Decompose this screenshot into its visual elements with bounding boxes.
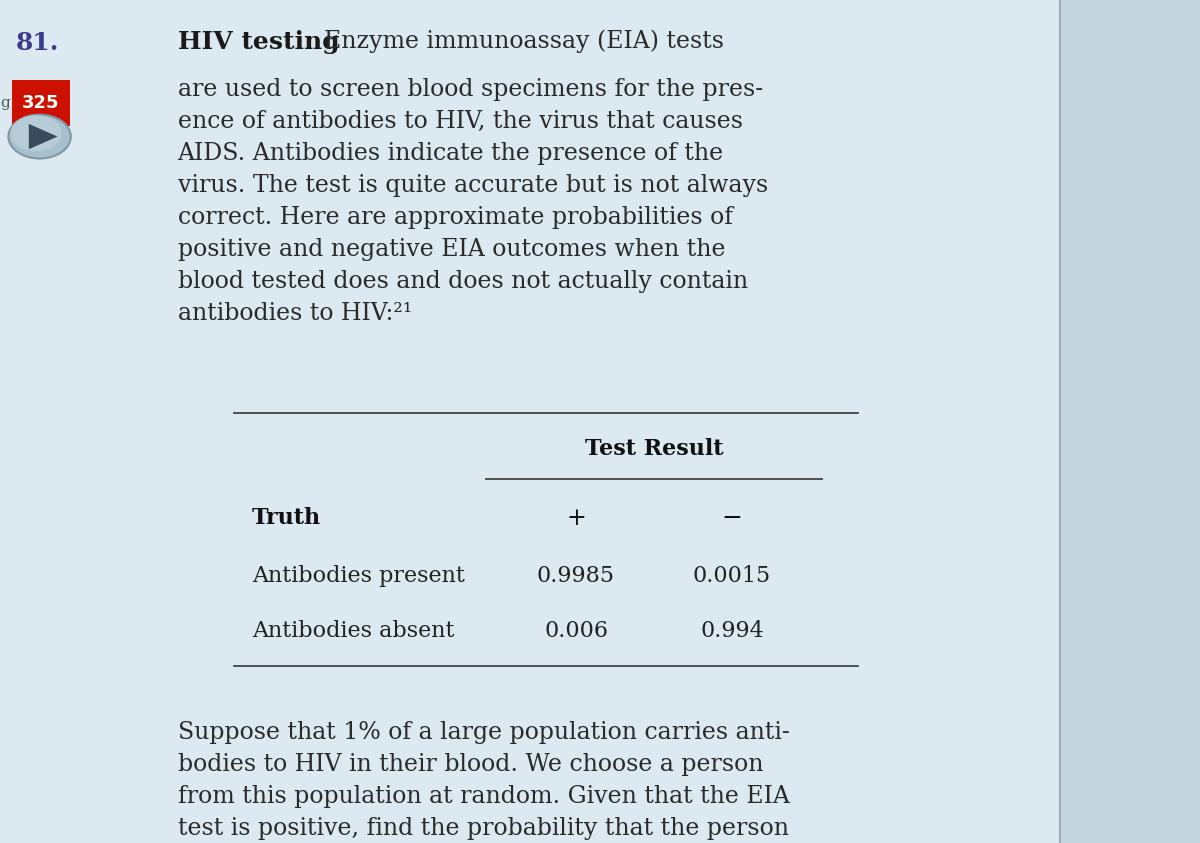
FancyBboxPatch shape xyxy=(12,80,70,126)
Text: are used to screen blood specimens for the pres-
ence of antibodies to HIV, the : are used to screen blood specimens for t… xyxy=(178,78,768,325)
Text: 0.0015: 0.0015 xyxy=(692,565,772,587)
Text: Enzyme immunoassay (EIA) tests: Enzyme immunoassay (EIA) tests xyxy=(324,30,724,53)
Text: Antibodies absent: Antibodies absent xyxy=(252,620,455,642)
Text: Antibodies present: Antibodies present xyxy=(252,565,464,587)
Text: +: + xyxy=(566,507,586,530)
Circle shape xyxy=(8,115,71,158)
Polygon shape xyxy=(29,124,58,149)
Text: −: − xyxy=(721,507,743,530)
Circle shape xyxy=(11,115,61,151)
Text: 0.994: 0.994 xyxy=(700,620,764,642)
Text: HIV testing: HIV testing xyxy=(178,30,340,53)
Text: 81.: 81. xyxy=(16,31,59,55)
Text: Suppose that 1% of a large population carries anti-
bodies to HIV in their blood: Suppose that 1% of a large population ca… xyxy=(178,721,790,843)
Text: Test Result: Test Result xyxy=(584,438,724,460)
Text: 0.9985: 0.9985 xyxy=(538,565,616,587)
Text: 0.006: 0.006 xyxy=(544,620,608,642)
Text: 325: 325 xyxy=(22,94,60,112)
Text: g: g xyxy=(0,96,10,110)
Text: Truth: Truth xyxy=(252,507,322,529)
Bar xyxy=(1060,0,1200,843)
